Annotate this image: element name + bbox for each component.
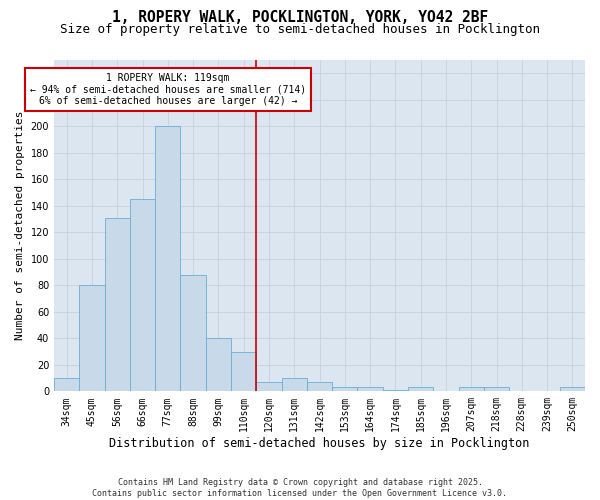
Bar — [560, 388, 585, 392]
Bar — [54, 378, 79, 392]
Bar — [383, 390, 408, 392]
Y-axis label: Number of semi-detached properties: Number of semi-detached properties — [15, 111, 25, 340]
Text: Contains HM Land Registry data © Crown copyright and database right 2025.
Contai: Contains HM Land Registry data © Crown c… — [92, 478, 508, 498]
Text: Size of property relative to semi-detached houses in Pocklington: Size of property relative to semi-detach… — [60, 22, 540, 36]
Bar — [307, 382, 332, 392]
Bar — [130, 199, 155, 392]
Bar — [206, 338, 231, 392]
Bar — [104, 218, 130, 392]
Bar — [281, 378, 307, 392]
Bar — [458, 388, 484, 392]
Bar — [484, 388, 509, 392]
Bar — [181, 274, 206, 392]
X-axis label: Distribution of semi-detached houses by size in Pocklington: Distribution of semi-detached houses by … — [109, 437, 530, 450]
Bar — [358, 388, 383, 392]
Text: 1 ROPERY WALK: 119sqm
← 94% of semi-detached houses are smaller (714)
6% of semi: 1 ROPERY WALK: 119sqm ← 94% of semi-deta… — [30, 74, 306, 106]
Bar — [155, 126, 181, 392]
Bar — [332, 388, 358, 392]
Bar — [256, 382, 281, 392]
Bar — [231, 352, 256, 392]
Text: 1, ROPERY WALK, POCKLINGTON, YORK, YO42 2BF: 1, ROPERY WALK, POCKLINGTON, YORK, YO42 … — [112, 10, 488, 25]
Bar — [408, 388, 433, 392]
Bar — [79, 286, 104, 392]
